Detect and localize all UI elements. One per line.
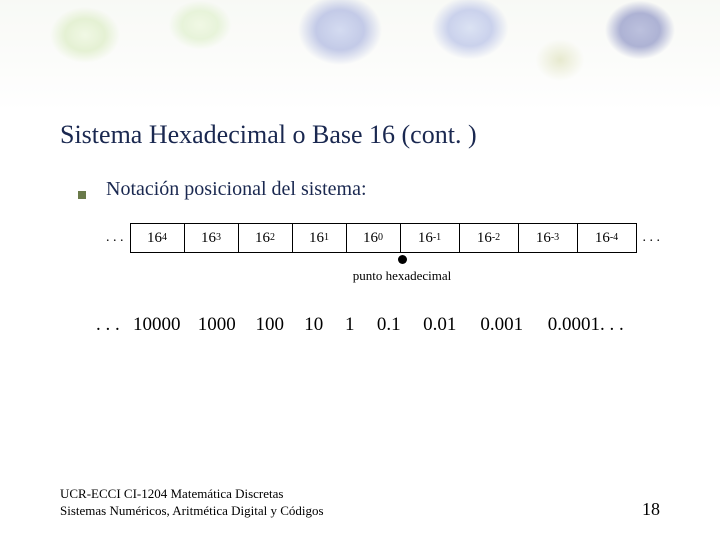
value-cell: 0.1 (366, 314, 412, 336)
value-cell: 0.01 (412, 314, 468, 336)
power-cell: 161 (292, 223, 347, 253)
value-cell: 1000 (188, 314, 246, 336)
point-dot-icon (398, 255, 407, 264)
footer-text: UCR-ECCI CI-1204 Matemática Discretas Si… (60, 486, 324, 520)
page-number: 18 (642, 499, 660, 520)
power-cell: 16-4 (577, 223, 637, 253)
slide-footer: UCR-ECCI CI-1204 Matemática Discretas Si… (60, 486, 660, 520)
positional-diagram: . . . 16416316216116016-116-216-316-4 . … (100, 223, 660, 336)
power-cell: 164 (130, 223, 185, 253)
power-cell: 162 (238, 223, 293, 253)
trailing-ellipsis: . . . (637, 230, 667, 246)
value-cell: 1 (334, 314, 366, 336)
value-cell: 10 (294, 314, 334, 336)
bullet-marker (78, 191, 86, 199)
power-cell: 16-2 (459, 223, 519, 253)
bullet-item: Notación posicional del sistema: (78, 178, 660, 201)
value-cell: 0.0001. . . (536, 314, 636, 336)
leading-ellipsis: . . . (100, 230, 130, 246)
value-cell: 100 (246, 314, 294, 336)
footer-line-1: UCR-ECCI CI-1204 Matemática Discretas (60, 486, 324, 503)
point-label: punto hexadecimal (353, 268, 452, 284)
power-cell: 16-1 (400, 223, 460, 253)
values-leading-ellipsis: . . . (90, 314, 126, 336)
powers-table: . . . 16416316216116016-116-216-316-4 . … (100, 223, 660, 253)
power-cell: 160 (346, 223, 401, 253)
bullet-text: Notación posicional del sistema: (106, 178, 367, 201)
slide-title: Sistema Hexadecimal o Base 16 (cont. ) (60, 120, 660, 150)
values-row: . . . 1000010001001010.10.010.0010.0001.… (90, 314, 660, 336)
slide-content: Sistema Hexadecimal o Base 16 (cont. ) N… (0, 0, 720, 336)
power-cell: 163 (184, 223, 239, 253)
values-container: 1000010001001010.10.010.0010.0001. . . (126, 314, 636, 336)
footer-line-2: Sistemas Numéricos, Aritmética Digital y… (60, 503, 324, 520)
value-cell: 0.001 (468, 314, 536, 336)
value-cell: 10000 (126, 314, 188, 336)
cells-container: 16416316216116016-116-216-316-4 (130, 223, 637, 253)
power-cell: 16-3 (518, 223, 578, 253)
